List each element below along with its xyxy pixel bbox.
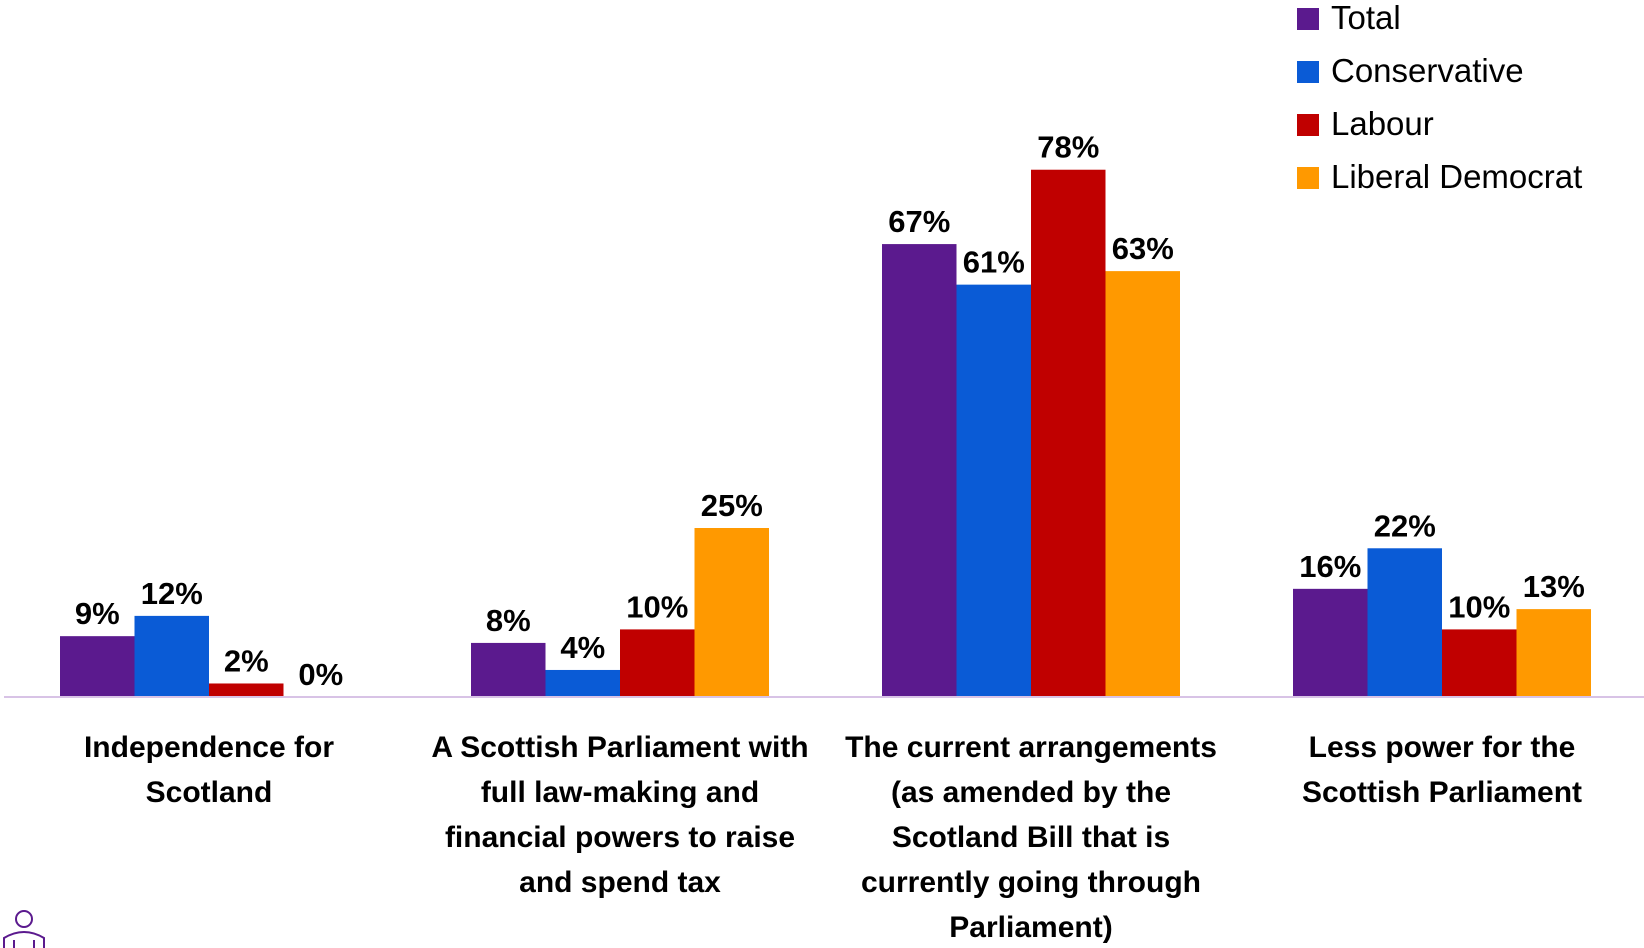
category-label-line: Parliament) xyxy=(949,911,1112,944)
value-label: 10% xyxy=(626,589,688,624)
category-label-line: currently going through xyxy=(861,866,1201,899)
category-label-line: and spend tax xyxy=(519,866,721,899)
legend-label-liberal-democrat: Liberal Democrat xyxy=(1331,158,1582,195)
category-label-2: The current arrangements (as amended by t… xyxy=(845,731,1217,944)
bar-conservative-3 xyxy=(1367,548,1442,697)
bar-liberal-democrat-1 xyxy=(694,528,769,697)
value-label: 9% xyxy=(75,596,120,631)
bar-liberal-democrat-3 xyxy=(1516,609,1591,697)
value-label: 10% xyxy=(1448,589,1510,624)
category-label-line: Scotland xyxy=(146,776,273,809)
bar-conservative-1 xyxy=(545,669,620,697)
legend-label-conservative: Conservative xyxy=(1331,52,1524,89)
category-label-1: A Scottish Parliament with full law-makin… xyxy=(431,731,808,899)
legend: Total Conservative Labour Liberal Democrat xyxy=(1297,0,1582,195)
category-label-3: Less power for the Scottish Parliament xyxy=(1302,731,1582,809)
value-label: 67% xyxy=(888,204,950,239)
value-label: 61% xyxy=(963,245,1025,280)
bar-labour-2 xyxy=(1031,169,1106,698)
bar-labour-3 xyxy=(1442,629,1517,697)
value-label: 22% xyxy=(1374,508,1436,543)
category-label-line: Less power for the xyxy=(1309,731,1576,764)
bar-conservative-2 xyxy=(956,284,1031,697)
value-label: 4% xyxy=(560,630,605,665)
legend-swatch-total xyxy=(1297,8,1319,30)
value-label: 63% xyxy=(1112,231,1174,266)
value-label: 2% xyxy=(224,643,269,678)
bar-total-3 xyxy=(1293,588,1368,697)
category-label-line: Independence for xyxy=(84,731,334,764)
legend-label-labour: Labour xyxy=(1331,105,1434,142)
person-at-desk-icon xyxy=(3,910,45,948)
category-label-line: financial powers to raise xyxy=(445,821,795,854)
bar-conservative-0 xyxy=(134,615,209,697)
legend-swatch-liberal-democrat xyxy=(1297,167,1319,189)
category-label-line: (as amended by the xyxy=(891,776,1171,809)
category-labels-layer: Independence for Scotland A Scottish Parli… xyxy=(84,731,1582,944)
value-label: 13% xyxy=(1523,569,1585,604)
category-label-line: full law-making and xyxy=(481,776,759,809)
value-label: 16% xyxy=(1299,549,1361,584)
bar-total-0 xyxy=(60,636,135,697)
category-label-line: A Scottish Parliament with xyxy=(431,731,808,764)
bars-layer xyxy=(60,169,1591,698)
bar-liberal-democrat-2 xyxy=(1105,271,1180,697)
category-label-line: Scottish Parliament xyxy=(1302,776,1582,809)
legend-label-total: Total xyxy=(1331,0,1401,36)
bar-labour-1 xyxy=(620,629,695,697)
bar-labour-0 xyxy=(209,683,284,697)
value-label: 12% xyxy=(141,576,203,611)
value-label: 25% xyxy=(701,488,763,523)
legend-swatch-labour xyxy=(1297,114,1319,136)
legend-swatch-conservative xyxy=(1297,61,1319,83)
category-label-line: The current arrangements xyxy=(845,731,1217,764)
bar-total-1 xyxy=(471,642,546,697)
value-label: 8% xyxy=(486,603,531,638)
category-label-0: Independence for Scotland xyxy=(84,731,334,809)
value-label: 78% xyxy=(1037,130,1099,165)
value-labels-layer: 9% 8% 67% 16% 12% 4% 61% 22% 2% 10% 78% 10% 0% 25% 63%… xyxy=(75,130,1585,692)
value-label: 0% xyxy=(298,657,343,692)
category-label-line: Scotland Bill that is xyxy=(892,821,1170,854)
bar-total-2 xyxy=(882,244,957,697)
